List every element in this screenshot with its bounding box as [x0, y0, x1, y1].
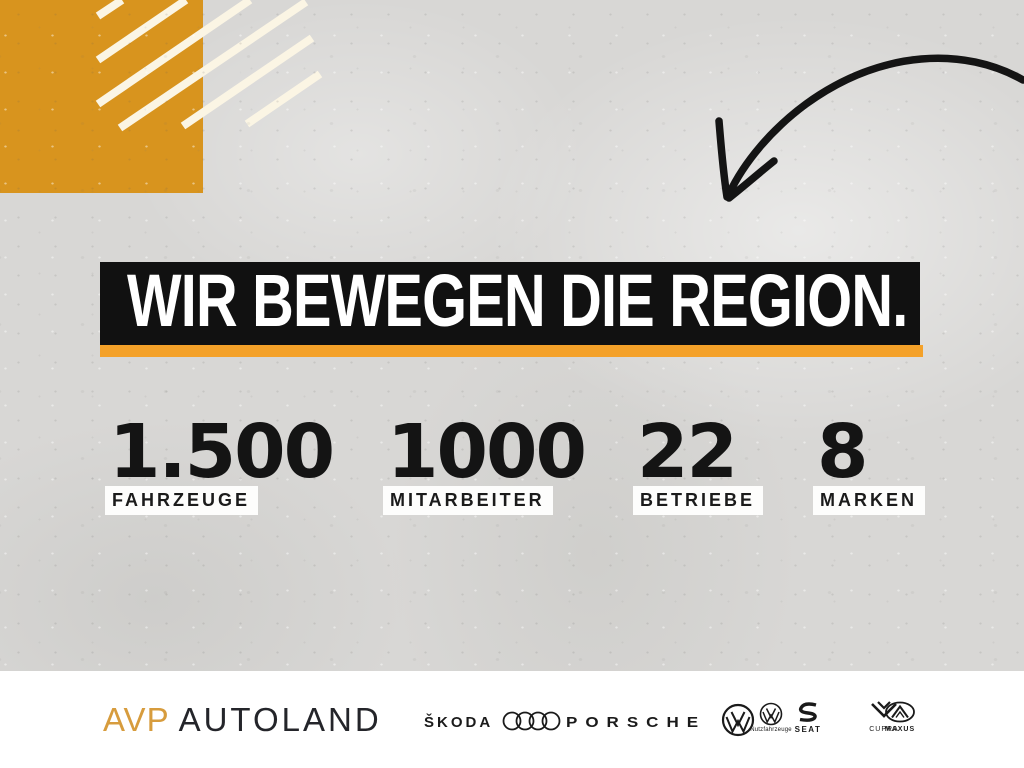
- stat-mitarbeiter: 1000 MITARBEITER: [383, 409, 587, 515]
- skoda-wordmark: ŠKODA: [424, 714, 494, 731]
- vw-nutzfahrzeuge-label: Nutzfahrzeuge: [750, 727, 792, 733]
- volkswagen-icon: [721, 703, 755, 737]
- footer-brand-bar: AVP AUTOLAND ŠKODA PORSCHE: [0, 671, 1024, 768]
- stat-label: MARKEN: [813, 485, 925, 515]
- avp-logo-prefix: AVP: [103, 701, 170, 738]
- cupra-icon: [871, 701, 897, 718]
- audi-rings-icon: [502, 711, 561, 731]
- stat-value: 1000: [387, 409, 587, 495]
- stat-fahrzeuge: 1.500 FAHRZEUGE: [105, 409, 335, 515]
- stat-value: 22: [637, 409, 738, 495]
- stat-value: 8: [817, 409, 868, 495]
- avp-autoland-logo: AVP AUTOLAND: [103, 701, 382, 738]
- brand-icons: [502, 701, 915, 737]
- hand-drawn-arrow-icon: [715, 54, 1024, 202]
- stat-label: BETRIEBE: [633, 485, 764, 515]
- seat-label: SEAT: [794, 725, 822, 734]
- stat-value: 1.500: [109, 409, 335, 495]
- stat-label: MITARBEITER: [383, 485, 553, 515]
- stat-marken: 8 MARKEN: [813, 409, 925, 515]
- maxus-icon: [885, 701, 915, 723]
- cupra-label: CUPRA: [869, 726, 899, 733]
- porsche-wordmark: PORSCHE: [566, 714, 707, 731]
- seat-icon: [798, 702, 817, 722]
- headline-underline-bar: [100, 345, 923, 357]
- headline-text: WIR BEWEGEN DIE REGION.: [127, 258, 908, 342]
- stat-label: FAHRZEUGE: [105, 485, 259, 515]
- diagonal-stripes-decoration: [95, 0, 323, 132]
- stat-betriebe: 22 BETRIEBE: [633, 409, 764, 515]
- avp-logo-suffix: AUTOLAND: [178, 701, 382, 738]
- maxus-label: MAXUS: [884, 726, 916, 733]
- headline-banner: WIR BEWEGEN DIE REGION.: [100, 259, 920, 345]
- vw-nutzfahrzeuge-icon: [759, 702, 783, 726]
